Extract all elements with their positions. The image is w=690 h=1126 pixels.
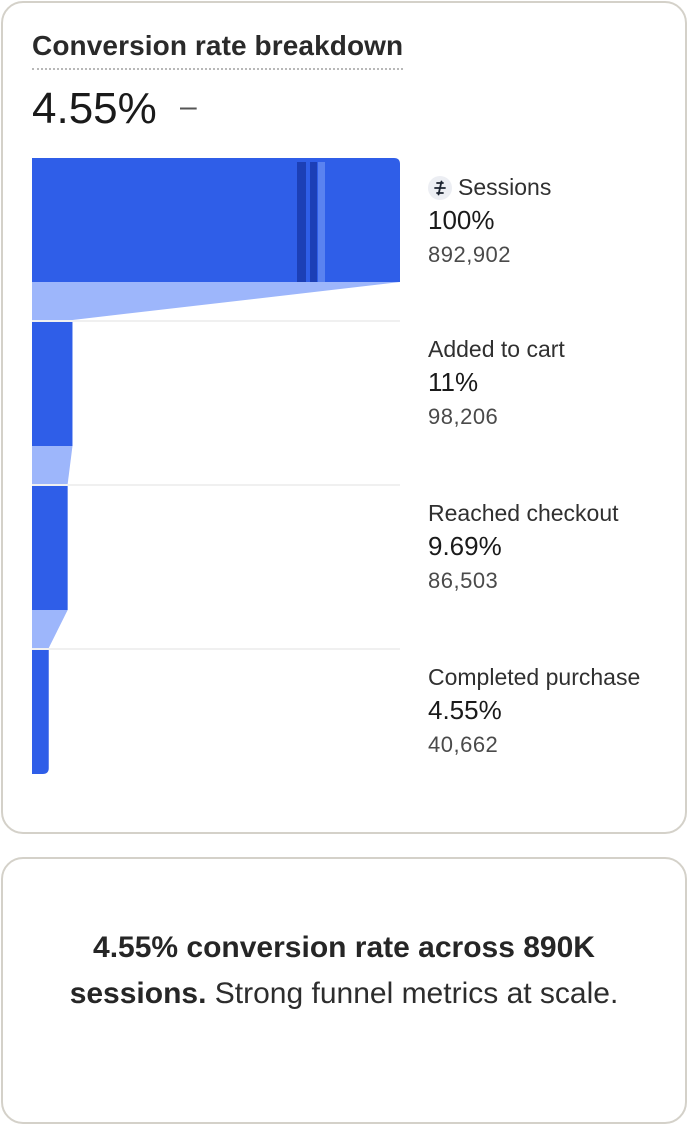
funnel-connector xyxy=(32,282,400,320)
summary-bold: 4.55% conversion rate across 890K sessio… xyxy=(69,931,595,1010)
stage-count: 40,662 xyxy=(428,732,499,757)
funnel-chart xyxy=(32,158,400,774)
funnel-stripe xyxy=(297,162,306,282)
funnel-stripe xyxy=(310,162,317,282)
funnel-bar xyxy=(32,486,68,610)
funnel-connector xyxy=(32,446,73,484)
funnel-connector xyxy=(32,610,68,648)
headline-value: 4.55% xyxy=(32,84,157,133)
stage-label: Sessions xyxy=(458,174,552,200)
sessions-icon xyxy=(428,175,452,200)
stage-percent: 100% xyxy=(428,205,495,235)
stage-percent: 11% xyxy=(428,367,479,397)
summary-regular: Strong funnel metrics at scale. xyxy=(206,977,619,1010)
stage-label: Completed purchase xyxy=(428,664,641,690)
funnel-bar xyxy=(32,158,400,282)
stage-count: 86,503 xyxy=(428,568,499,593)
stage-percent: 9.69% xyxy=(428,531,502,561)
stage-3: Completed purchase 4.55% 40,662 xyxy=(428,664,640,758)
funnel-bar xyxy=(32,322,73,446)
card-title[interactable]: Conversion rate breakdown xyxy=(32,30,404,70)
stage-0: Sessions 100% 892,902 xyxy=(428,174,551,268)
conversion-card xyxy=(1,1,687,834)
funnel-stripe xyxy=(318,162,325,282)
stage-1: Added to cart 11% 98,206 xyxy=(428,336,565,430)
stage-percent: 4.55% xyxy=(428,695,502,725)
stage-label: Added to cart xyxy=(428,336,565,362)
stage-label: Reached checkout xyxy=(428,500,619,526)
summary-card: 4.55% conversion rate across 890K sessio… xyxy=(1,857,687,1124)
funnel-bar xyxy=(32,650,49,774)
stage-count: 98,206 xyxy=(428,404,499,429)
summary-text: 4.55% conversion rate across 890K sessio… xyxy=(63,925,625,1017)
stage-2: Reached checkout 9.69% 86,503 xyxy=(428,500,619,594)
stage-count: 892,902 xyxy=(428,242,512,267)
headline-change: – xyxy=(180,90,197,123)
